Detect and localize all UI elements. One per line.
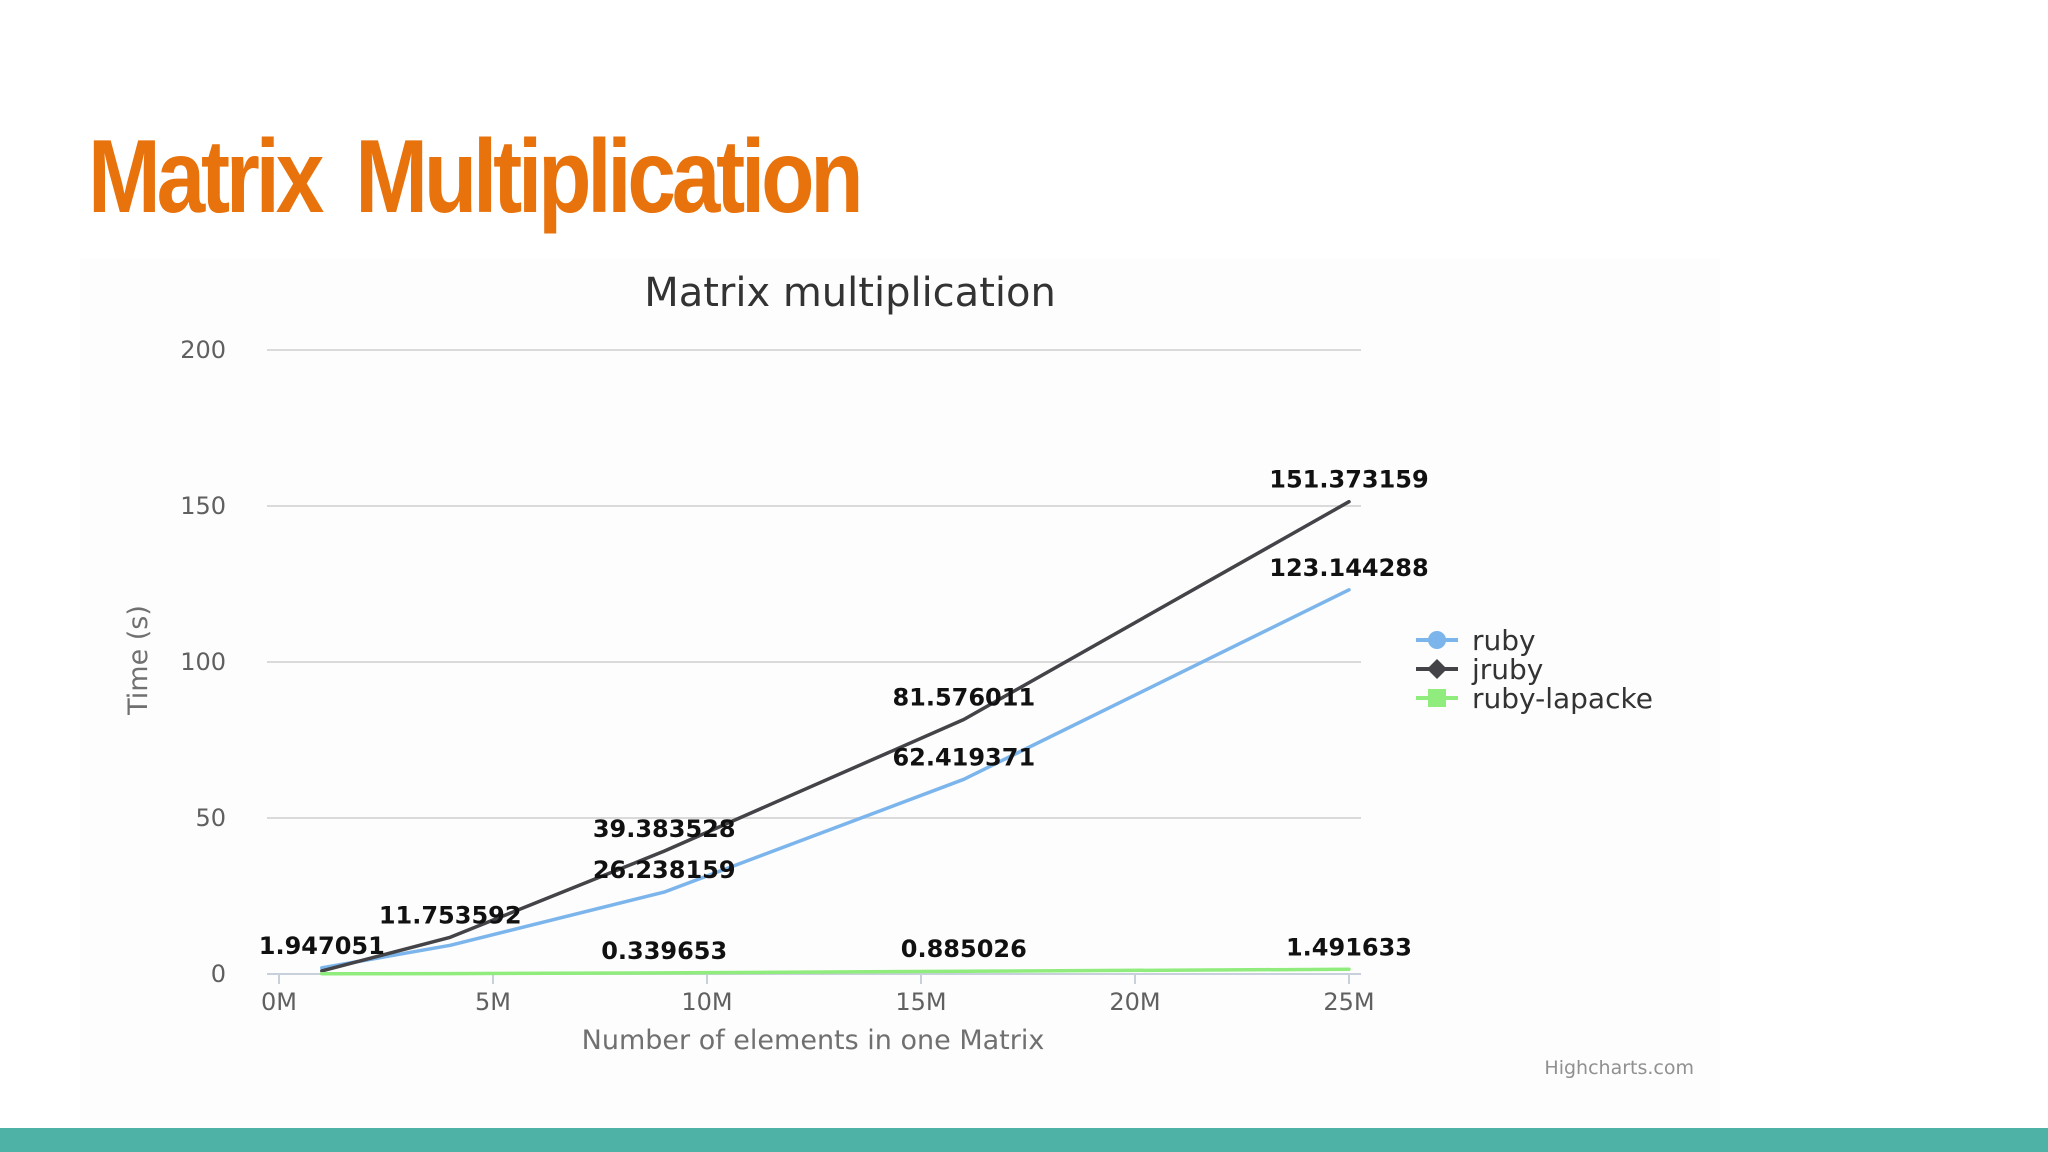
legend-label: ruby [1472, 624, 1536, 657]
square-marker-icon [1428, 689, 1446, 707]
series-lines [320, 499, 1351, 976]
data-label-ruby: 1.947051 [259, 932, 385, 960]
legend-item-ruby[interactable]: ruby [1416, 624, 1536, 657]
highcharts-credit[interactable]: Highcharts.com [1544, 1057, 1694, 1079]
legend-item-ruby-lapacke[interactable]: ruby-lapacke [1416, 682, 1653, 715]
data-label-ruby: 123.144288 [1269, 554, 1428, 582]
x-tick-label: 20M [1109, 988, 1160, 1016]
y-tick-label: 50 [195, 804, 226, 832]
legend-label: ruby-lapacke [1472, 682, 1653, 715]
axes: 0 50 100 150 200 0M 5M 10M 15M 20M 25M [180, 336, 1374, 1016]
data-label-jruby: 151.373159 [1269, 466, 1428, 494]
line-chart: 0 50 100 150 200 0M 5M 10M 15M 20M 25M 1.947051 26.… [123, 270, 1694, 1079]
y-tick-label: 0 [211, 960, 226, 988]
chart-title: Matrix multiplication [644, 270, 1056, 316]
legend-item-jruby[interactable]: jruby [1416, 653, 1543, 686]
data-label-ruby-lapacke: 0.885026 [901, 935, 1027, 963]
data-label-ruby: 26.238159 [593, 856, 736, 884]
chart-panel: 0 50 100 150 200 0M 5M 10M 15M 20M 25M 1.947051 26.… [80, 258, 1720, 1128]
y-tick-label: 200 [180, 336, 226, 364]
series-line-ruby-lapacke[interactable] [320, 967, 1351, 976]
x-tick-label: 15M [895, 988, 946, 1016]
slide-title: Matrix Multiplication [88, 119, 864, 235]
x-axis-title: Number of elements in one Matrix [582, 1025, 1045, 1056]
data-label-jruby: 11.753592 [379, 901, 522, 929]
x-tick-label: 25M [1323, 988, 1374, 1016]
y-axis-title: Time (s) [123, 605, 154, 716]
grid-lines [267, 349, 1361, 975]
data-label-ruby-lapacke: 1.491633 [1286, 933, 1412, 961]
x-tick-label: 10M [681, 988, 732, 1016]
y-tick-label: 150 [180, 492, 226, 520]
data-label-jruby: 39.383528 [593, 815, 736, 843]
diamond-marker-icon [1427, 659, 1447, 679]
x-tick-label: 5M [475, 988, 511, 1016]
footer-bar [0, 1128, 2048, 1152]
x-tick-label: 0M [261, 988, 297, 1016]
series-line-jruby[interactable] [320, 499, 1351, 973]
data-label-ruby: 62.419371 [892, 743, 1035, 771]
data-labels: 1.947051 26.238159 62.419371 123.144288 11.7… [259, 466, 1429, 965]
circle-marker-icon [1428, 631, 1446, 649]
y-tick-label: 100 [180, 648, 226, 676]
data-label-jruby: 81.576011 [892, 683, 1035, 711]
legend-label: jruby [1471, 653, 1543, 686]
data-label-ruby-lapacke: 0.339653 [601, 937, 727, 965]
series-line-ruby[interactable] [320, 588, 1351, 970]
